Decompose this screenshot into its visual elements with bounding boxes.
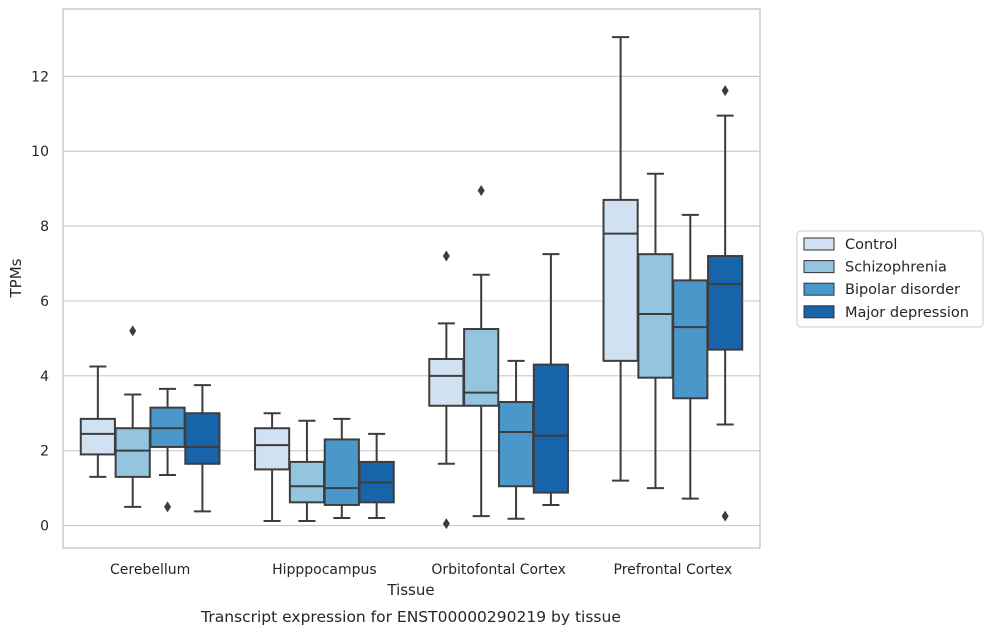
box-body [497,401,535,488]
outlier-point [442,250,450,262]
legend-label: Major depression [845,305,969,321]
outlier-point [721,510,729,522]
box [149,387,186,513]
x-tick-label: Cerebellum [110,562,190,578]
box [532,253,569,506]
box-body [637,253,674,379]
box-body [428,357,465,407]
box-body [463,328,500,407]
outlier-point [721,85,729,97]
series-major-depression [184,85,744,522]
outlier-point [129,325,137,337]
box [79,365,116,478]
box [672,213,709,500]
legend-swatch [803,237,835,251]
legend-item: Control [803,237,897,253]
legend-swatch [803,260,835,274]
box [184,384,221,513]
y-axis-label: TPMs [7,258,25,298]
box [288,419,326,523]
series-schizophrenia [114,172,674,523]
y-tick-label: 2 [40,444,49,460]
y-tick-label: 6 [40,294,49,310]
outlier-point [477,185,485,197]
legend-frame [796,230,984,328]
box-body [532,363,569,494]
box [637,172,674,490]
outlier-point [442,518,450,530]
y-axis-ticks: 0 2 4 6 8 10 12 [31,69,49,534]
box [323,417,360,520]
legend-label: Bipolar disorder [845,282,960,298]
x-axis-ticks: Cerebellum Hipppocampus Orbitofontal Corte… [110,562,732,578]
legend-item: Schizophrenia [803,260,947,276]
legend-label: Control [845,237,897,253]
box-body [323,438,360,506]
plot-frame [62,8,761,549]
box-body [184,412,221,465]
y-tick-label: 0 [40,519,49,535]
box-body [114,427,151,478]
box [114,325,151,508]
legend-swatch [803,282,835,296]
x-tick-label: Hipppocampus [272,562,377,578]
legend-item: Major depression [803,305,969,321]
box-body [288,460,326,504]
x-tick-label: Prefrontal Cortex [614,562,733,578]
box-body [707,255,744,351]
legend: Control Schizophrenia Bipolar disorder Majo… [796,230,984,328]
x-axis-label: Tissue [386,581,434,599]
y-tick-label: 12 [31,69,49,85]
outlier-point [164,501,172,513]
box-body [254,427,291,471]
legend-item: Bipolar disorder [803,282,960,298]
y-tick-label: 8 [40,219,49,235]
box-body [602,198,639,362]
box [497,359,535,520]
box [707,85,744,522]
legend-label: Schizophrenia [845,260,947,276]
box-body [672,279,709,400]
box-series [79,36,744,530]
series-control [79,36,639,530]
grid-lines [63,75,760,527]
box [602,36,639,482]
box-body [79,417,116,456]
box [463,185,500,518]
legend-swatch [803,305,835,319]
series-bipolar-disorder [149,213,709,520]
y-tick-label: 4 [40,369,49,385]
x-tick-label: Orbitofontal Cortex [431,562,566,578]
y-tick-label: 10 [31,144,49,160]
box [254,412,291,523]
box [428,250,465,530]
box [358,432,395,520]
figure-caption: Transcript expression for ENST0000029021… [200,608,621,626]
